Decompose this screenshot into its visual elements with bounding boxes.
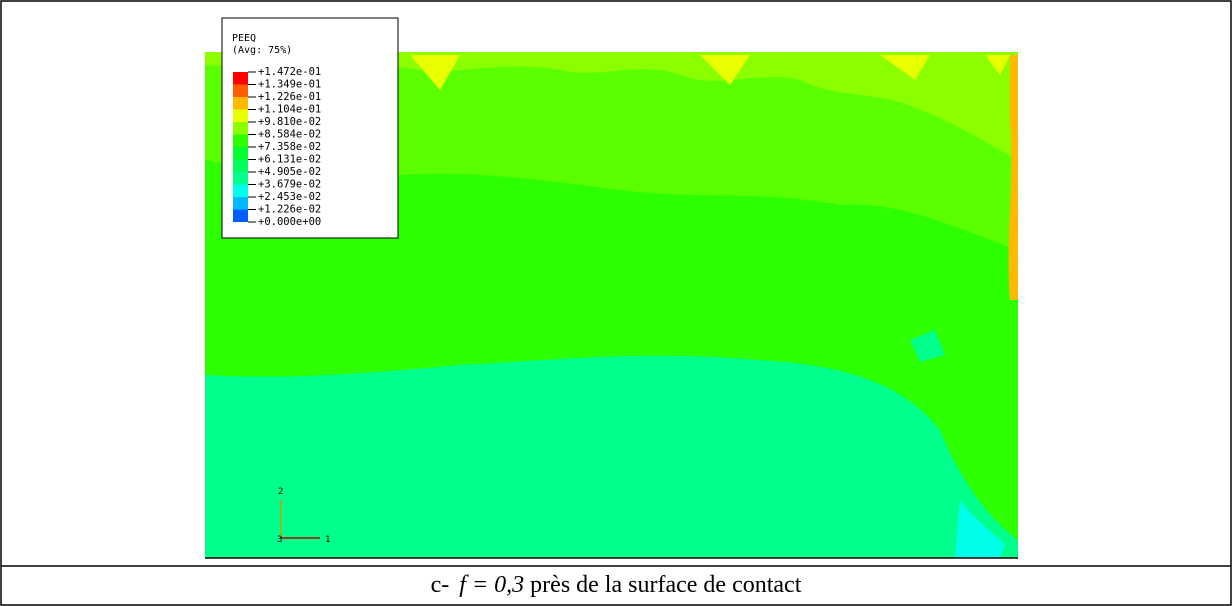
legend-label: +9.810e-02 [258, 116, 321, 128]
legend-swatch [233, 122, 248, 135]
legend-swatch [233, 209, 248, 222]
legend-label: +1.472e-01 [258, 66, 321, 78]
legend-items: +1.472e-01+1.349e-01+1.226e-01+1.104e-01… [233, 66, 321, 228]
legend-label: +7.358e-02 [258, 141, 321, 153]
triad-label: 2 [278, 487, 283, 497]
axis-triad: 2 3 1 [277, 487, 330, 545]
legend-swatch [233, 184, 248, 197]
legend-swatch [233, 109, 248, 122]
legend-box [221, 17, 399, 239]
legend-label: +1.349e-01 [258, 79, 321, 91]
triad-label: 1 [325, 535, 330, 545]
legend-subtitle: (Avg: 75%) [232, 45, 292, 56]
legend-swatch [233, 84, 248, 97]
legend-label: +4.905e-02 [258, 166, 321, 178]
legend-label: +6.131e-02 [258, 154, 321, 166]
caption: c-f = 0,3 près de la surface de contact [0, 568, 1232, 602]
legend-swatch [233, 134, 248, 147]
legend-title: PEEQ [232, 33, 256, 44]
legend-swatch [233, 147, 248, 160]
caption-text: près de la surface de contact [530, 572, 802, 598]
triad-label: 3 [277, 535, 282, 545]
legend-label: +8.584e-02 [258, 129, 321, 141]
caption-formula: f = 0,3 [459, 572, 525, 598]
legend-label: +2.453e-02 [258, 191, 321, 203]
legend-label: +1.226e-01 [258, 91, 321, 103]
legend-swatch [233, 172, 248, 185]
legend-label: +0.000e+00 [258, 216, 321, 228]
legend-label: +1.226e-02 [258, 204, 321, 216]
legend-swatch [233, 159, 248, 172]
legend-swatch [233, 72, 248, 85]
legend-label: +3.679e-02 [258, 179, 321, 191]
legend-swatch [233, 197, 248, 210]
legend-swatch [233, 97, 248, 110]
legend-label: +1.104e-01 [258, 104, 321, 116]
caption-prefix: c- [430, 572, 450, 598]
